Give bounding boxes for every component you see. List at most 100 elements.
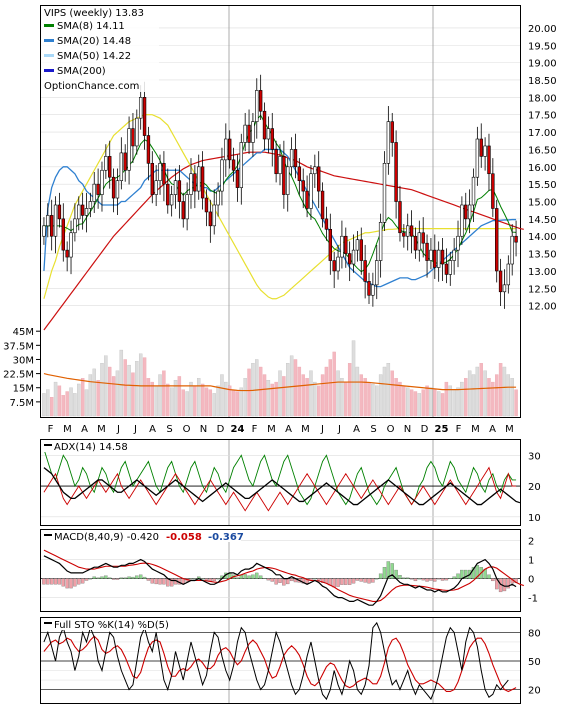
volume-bar — [69, 387, 73, 417]
volume-bar — [138, 353, 143, 417]
volume-bar — [371, 383, 375, 417]
volume-bar — [216, 385, 220, 417]
candle-body — [475, 138, 480, 178]
sto-tick-label: 50 — [528, 657, 541, 668]
month-label: O — [387, 424, 395, 435]
macd-histogram-bar — [200, 578, 205, 580]
volume-bar — [448, 385, 452, 417]
macd-histogram-bar — [452, 576, 456, 579]
volume-bar — [293, 359, 298, 417]
legend-background — [41, 6, 159, 92]
volume-bar — [278, 370, 282, 417]
candle-body — [181, 201, 185, 220]
volume-bar — [115, 370, 120, 417]
price-tick-label: 14.50 — [528, 215, 557, 226]
candle-body — [514, 235, 518, 243]
candle-body — [448, 260, 452, 275]
candle-body — [173, 180, 178, 195]
sto-panel-frame — [40, 617, 521, 704]
candle-body — [471, 176, 476, 206]
macd-histogram-bar — [440, 578, 445, 581]
volume-bar — [305, 378, 309, 417]
volume-bar — [297, 366, 302, 417]
macd-histogram-bar — [235, 577, 240, 579]
candle-body — [200, 166, 205, 199]
macd-histogram-bar — [429, 578, 433, 581]
adx-legend-background — [41, 440, 133, 452]
volume-bar — [340, 378, 344, 417]
candle-body — [243, 124, 247, 143]
volume-bar — [220, 374, 224, 417]
volume-bar — [440, 393, 445, 417]
price-tick-label: 18.50 — [528, 76, 557, 87]
candle-body — [239, 142, 243, 188]
volume-bar — [355, 366, 360, 417]
macd-histogram-bar — [305, 578, 309, 584]
macd-histogram-bar — [77, 578, 81, 585]
candle-body — [495, 208, 499, 272]
macd-histogram-bar — [169, 578, 174, 587]
month-label: S — [370, 424, 376, 435]
volume-tick-label: 7.5M — [9, 398, 34, 409]
macd-histogram-bar — [57, 578, 62, 585]
macd-histogram-bar — [487, 574, 491, 579]
month-label: M — [301, 424, 310, 435]
macd-histogram-bar — [433, 578, 437, 582]
adx-legend-swatch — [44, 444, 52, 446]
volume-bar — [436, 391, 441, 417]
volume-bar — [425, 385, 429, 417]
candle-body — [359, 239, 363, 261]
legend-swatch-sma200 — [44, 69, 54, 72]
macd-histogram-bar — [274, 578, 278, 585]
candle-body — [96, 183, 100, 195]
volume-bar — [247, 368, 251, 417]
volume-bar — [514, 389, 518, 417]
macd-histogram-bar — [150, 578, 154, 584]
macd-histogram-bar — [123, 577, 127, 579]
candle-body — [115, 180, 120, 199]
volume-bar — [378, 374, 383, 417]
volume-bar — [169, 387, 174, 417]
month-label: M — [505, 424, 514, 435]
macd-histogram-bar — [266, 578, 271, 581]
candle-body — [479, 138, 483, 157]
volume-bar — [344, 381, 348, 417]
macd-histogram-bar — [332, 578, 336, 588]
candle-body — [301, 180, 305, 192]
month-label: O — [183, 424, 191, 435]
legend-swatch-sma8 — [44, 24, 54, 27]
candle-body — [317, 166, 321, 192]
candle-body — [197, 166, 201, 192]
macd-histogram-bar — [88, 578, 93, 580]
price-tick-label: 17.00 — [528, 128, 557, 139]
volume-bar — [204, 387, 209, 417]
candle-body — [104, 156, 108, 171]
volume-bar — [84, 389, 89, 417]
price-tick-label: 14.00 — [528, 232, 557, 243]
candle-body — [289, 149, 294, 168]
month-label: A — [285, 424, 292, 435]
volume-bar — [386, 363, 391, 417]
candle-body — [386, 121, 391, 164]
volume-bar — [286, 363, 290, 417]
macd-histogram-bar — [243, 574, 247, 579]
candle-body — [80, 204, 85, 216]
candle-body — [282, 156, 286, 195]
volume-bar — [289, 355, 294, 417]
adx-tick-label: 20 — [528, 482, 541, 493]
legend-swatch-sma20 — [44, 39, 54, 42]
volume-bar — [390, 370, 394, 417]
macd-histogram-bar — [119, 577, 124, 579]
price-tick-label: 17.50 — [528, 111, 557, 122]
volume-bar — [208, 389, 213, 417]
candle-body — [146, 135, 151, 164]
macd-histogram-bar — [111, 578, 116, 580]
macd-histogram-bar — [53, 578, 58, 585]
volume-bar — [108, 366, 112, 417]
volume-bar — [375, 385, 379, 417]
legend-sma8: SMA(8) 14.11 — [57, 21, 125, 32]
month-label: 24 — [231, 424, 245, 435]
volume-bar — [131, 372, 135, 417]
candle-body — [394, 142, 398, 202]
volume-bar — [111, 376, 116, 417]
